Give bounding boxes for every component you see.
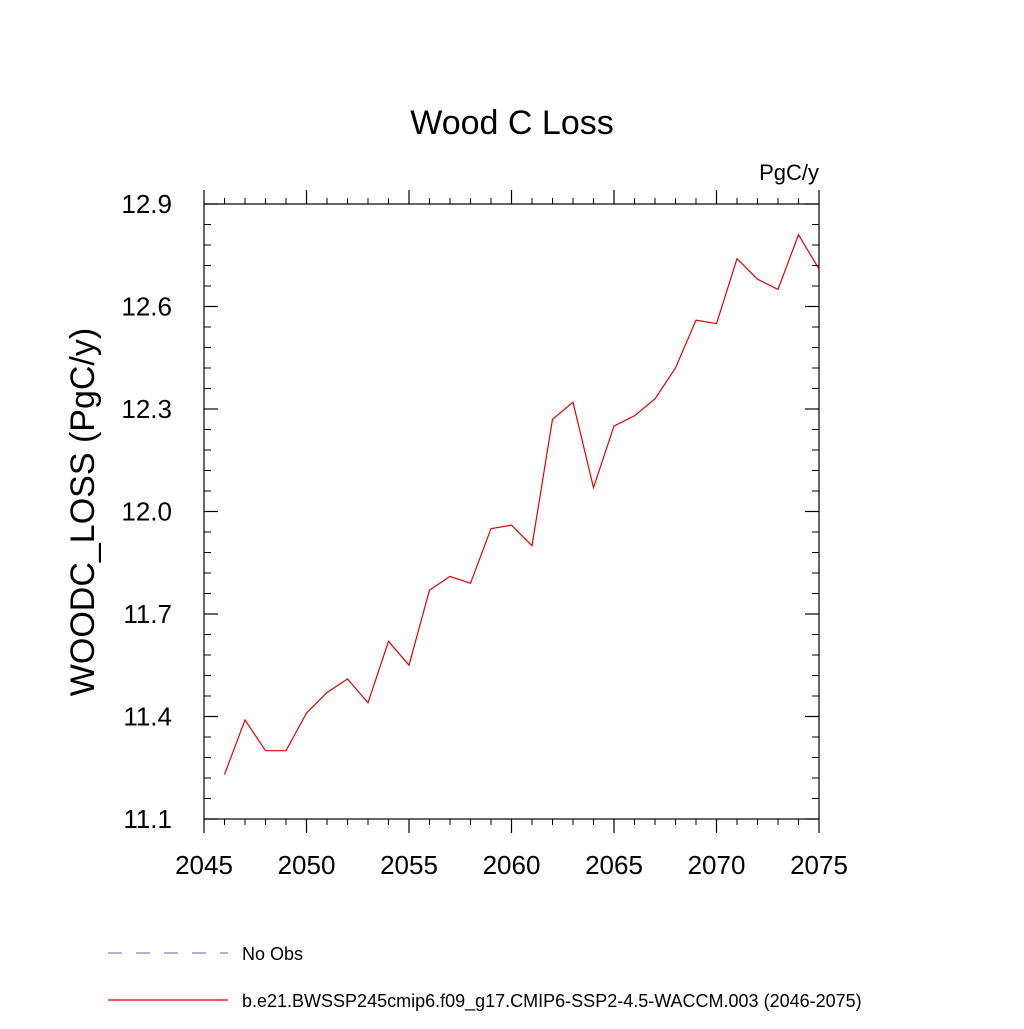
y-tick-label: 11.7 — [123, 599, 172, 629]
y-tick-label: 11.1 — [123, 804, 172, 834]
plot-frame — [203, 203, 820, 820]
legend-label: No Obs — [242, 944, 303, 964]
x-tick-label: 2075 — [790, 850, 848, 880]
x-tick-label: 2055 — [380, 850, 438, 880]
x-tick-label: 2050 — [278, 850, 336, 880]
x-tick-label: 2070 — [688, 850, 746, 880]
ticks-layer — [203, 190, 820, 833]
x-tick-label: 2045 — [175, 850, 233, 880]
y-tick-label: 12.3 — [121, 394, 172, 424]
x-tick-label: 2065 — [585, 850, 643, 880]
legend-label: b.e21.BWSSP245cmip6.f09_g17.CMIP6-SSP2-4… — [242, 991, 862, 1012]
series-layer — [223, 233, 820, 775]
chart-title: Wood C Loss — [410, 104, 613, 142]
x-tick-label: 2060 — [483, 850, 541, 880]
series-line — [223, 233, 820, 775]
y-tick-label: 12.0 — [121, 497, 172, 527]
y-tick-label: 11.4 — [123, 702, 172, 732]
y-tick-label: 12.6 — [121, 292, 172, 322]
legend: No Obs b.e21.BWSSP245cmip6.f09_g17.CMIP6-… — [108, 944, 862, 1012]
y-axis-label: WOODC_LOSS (PgC/y) — [64, 328, 102, 696]
y-tick-label: 12.9 — [121, 189, 172, 219]
units-label: PgC/y — [759, 160, 819, 185]
tick-labels-layer: 2045 2050 2055 2060 2065 2070 2075 11.1 11.4 11.7… — [121, 189, 848, 880]
